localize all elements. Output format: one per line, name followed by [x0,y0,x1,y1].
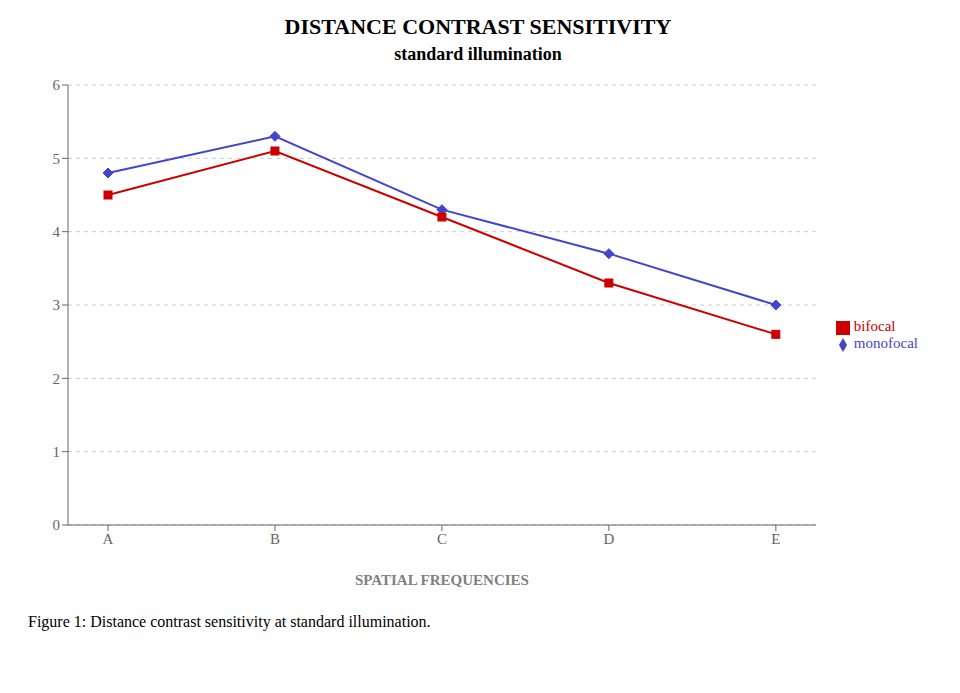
svg-text:C: C [437,531,447,547]
svg-text:2: 2 [53,371,61,387]
svg-text:0: 0 [53,517,61,533]
html-text:Figure 1: Distance contrast se: Figure 1: Distance contrast sensitivity … [28,613,431,630]
svg-text:3: 3 [53,297,61,313]
svg-text:E: E [771,531,780,547]
svg-text:5: 5 [53,151,61,167]
svg-text:4: 4 [53,224,61,240]
svg-text:6: 6 [53,77,61,93]
svg-text:D: D [603,531,614,547]
svg-text:A: A [103,531,114,547]
svg-text:SPATIAL FREQUENCIES: SPATIAL FREQUENCIES [355,572,529,588]
html-text:bifocal: bifocal [853,318,896,334]
html-text:standard illumination: standard illumination [394,44,562,64]
svg-text:B: B [270,531,280,547]
html-text:DISTANCE CONTRAST SENSITIVITY: DISTANCE CONTRAST SENSITIVITY [284,14,672,39]
svg-text:1: 1 [53,444,61,460]
html-text:monofocal: monofocal [853,335,918,351]
